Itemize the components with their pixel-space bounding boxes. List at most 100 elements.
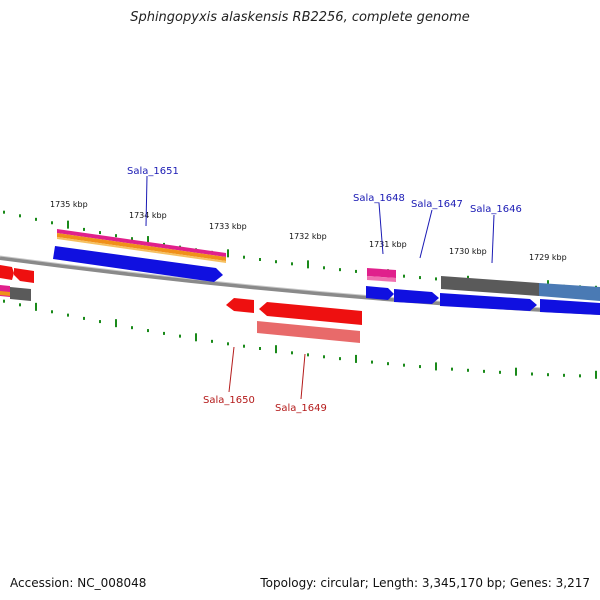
minor-tick [211, 339, 213, 343]
callout-line [491, 214, 495, 264]
callout-line [228, 346, 235, 393]
gene-feature[interactable] [539, 283, 600, 301]
tick-label-1730: 1730 kbp [449, 247, 487, 256]
gene-label-sala-1651[interactable]: Sala_1651 [127, 166, 179, 177]
gene-feature[interactable] [14, 268, 34, 283]
minor-tick [99, 320, 101, 324]
minor-tick [547, 373, 549, 377]
minor-tick [3, 299, 5, 303]
major-tick [147, 236, 149, 245]
major-tick [227, 249, 229, 258]
minor-tick [291, 351, 293, 355]
tick-label-1735: 1735 kbp [50, 200, 88, 209]
gene-feature[interactable] [367, 276, 396, 282]
callout-line [419, 209, 433, 259]
minor-tick [403, 363, 405, 367]
gene-feature[interactable] [257, 321, 360, 343]
minor-tick [51, 310, 53, 314]
minor-tick [243, 344, 245, 348]
minor-tick [387, 362, 389, 366]
major-tick [595, 370, 597, 379]
gene-feature[interactable] [10, 287, 31, 301]
minor-tick [243, 255, 245, 259]
minor-tick [307, 353, 309, 357]
gene-feature[interactable] [540, 299, 600, 315]
minor-tick [435, 277, 437, 281]
major-tick [355, 354, 357, 363]
minor-tick [323, 355, 325, 359]
minor-tick [227, 342, 229, 346]
major-tick [275, 345, 277, 354]
minor-tick [259, 257, 261, 261]
minor-tick [35, 217, 37, 221]
gene-sala-1651[interactable] [53, 246, 223, 282]
minor-tick [19, 214, 21, 218]
major-tick [307, 260, 309, 269]
accession-text: Accession: NC_008048 [10, 576, 147, 590]
gene-sala-1647[interactable] [394, 289, 439, 304]
minor-tick [131, 326, 133, 330]
minor-tick [131, 237, 133, 241]
tick-label-1731: 1731 kbp [369, 240, 407, 249]
gene-feature[interactable] [0, 265, 14, 280]
minor-tick [179, 334, 181, 338]
tick-label-1729: 1729 kbp [529, 253, 567, 262]
minor-tick [419, 276, 421, 280]
gene-label-sala-1649[interactable]: Sala_1649 [275, 403, 327, 414]
minor-tick [291, 262, 293, 266]
tick-label-1733: 1733 kbp [209, 222, 247, 231]
minor-tick [451, 367, 453, 371]
minor-tick [403, 274, 405, 278]
gene-feature[interactable] [57, 233, 226, 261]
minor-tick [323, 266, 325, 270]
gene-feature[interactable] [0, 291, 10, 296]
minor-tick [371, 360, 373, 364]
minor-tick [499, 370, 501, 374]
minor-tick [579, 374, 581, 378]
gene-feature[interactable] [441, 276, 539, 296]
minor-tick [67, 313, 69, 317]
gene-feature[interactable] [367, 268, 396, 278]
minor-tick [19, 303, 21, 307]
major-tick [67, 220, 69, 229]
callout-line [300, 353, 306, 400]
map-title: Sphingopyxis alaskensis RB2256, complete… [130, 10, 470, 25]
gene-label-sala-1647[interactable]: Sala_1647 [411, 199, 463, 210]
minor-tick [467, 368, 469, 372]
gene-sala-1646[interactable] [440, 293, 537, 311]
minor-tick [51, 221, 53, 225]
tick-label-1732: 1732 kbp [289, 232, 327, 241]
gene-label-sala-1648[interactable]: Sala_1648 [353, 193, 405, 204]
genome-stats-text: Topology: circular; Length: 3,345,170 bp… [260, 576, 590, 590]
minor-tick [83, 316, 85, 320]
major-tick [435, 362, 437, 371]
minor-tick [339, 268, 341, 272]
minor-tick [147, 329, 149, 333]
minor-tick [483, 369, 485, 373]
major-tick [35, 302, 37, 311]
major-tick [115, 319, 117, 328]
minor-tick [163, 331, 165, 335]
minor-tick [115, 234, 117, 238]
minor-tick [531, 372, 533, 376]
minor-tick [99, 231, 101, 235]
minor-tick [275, 260, 277, 264]
minor-tick [419, 365, 421, 369]
forward-scale-ticks [3, 210, 597, 289]
gene-sala-1649[interactable] [259, 302, 362, 325]
major-tick [515, 367, 517, 376]
callout-line [378, 202, 384, 255]
major-tick [195, 333, 197, 342]
gene-sala-1650[interactable] [226, 298, 254, 313]
minor-tick [259, 346, 261, 350]
minor-tick [563, 373, 565, 377]
gene-label-sala-1646[interactable]: Sala_1646 [470, 204, 522, 215]
gene-feature[interactable] [57, 237, 226, 263]
reverse-scale-ticks [3, 299, 597, 379]
gene-label-sala-1650[interactable]: Sala_1650 [203, 395, 255, 406]
minor-tick [83, 227, 85, 231]
gene-feature[interactable] [57, 229, 226, 257]
minor-tick [339, 357, 341, 361]
gene-sala-1648[interactable] [366, 286, 394, 300]
